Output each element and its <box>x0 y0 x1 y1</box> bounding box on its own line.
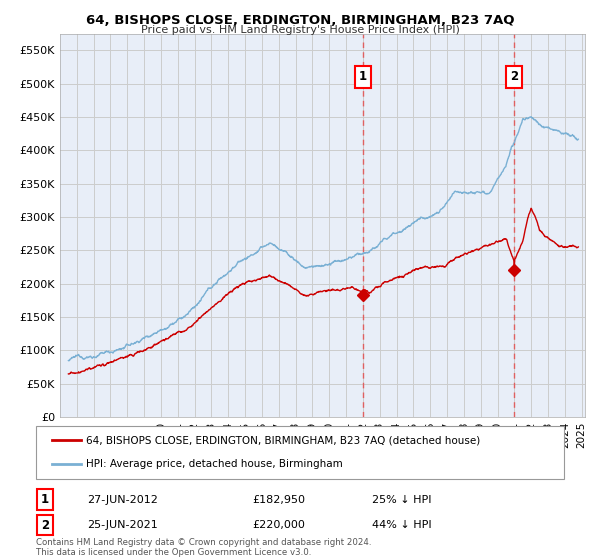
Text: 64, BISHOPS CLOSE, ERDINGTON, BIRMINGHAM, B23 7AQ (detached house): 64, BISHOPS CLOSE, ERDINGTON, BIRMINGHAM… <box>86 436 481 446</box>
Text: HPI: Average price, detached house, Birmingham: HPI: Average price, detached house, Birm… <box>86 459 343 469</box>
Text: 44% ↓ HPI: 44% ↓ HPI <box>372 520 431 530</box>
Text: 64, BISHOPS CLOSE, ERDINGTON, BIRMINGHAM, B23 7AQ: 64, BISHOPS CLOSE, ERDINGTON, BIRMINGHAM… <box>86 14 514 27</box>
Text: £182,950: £182,950 <box>252 494 305 505</box>
Text: 2: 2 <box>41 519 49 532</box>
Text: 25-JUN-2021: 25-JUN-2021 <box>87 520 158 530</box>
Text: 25% ↓ HPI: 25% ↓ HPI <box>372 494 431 505</box>
Text: Price paid vs. HM Land Registry's House Price Index (HPI): Price paid vs. HM Land Registry's House … <box>140 25 460 35</box>
Text: Contains HM Land Registry data © Crown copyright and database right 2024.
This d: Contains HM Land Registry data © Crown c… <box>36 538 371 557</box>
Text: 27-JUN-2012: 27-JUN-2012 <box>87 494 158 505</box>
Text: 2: 2 <box>510 71 518 83</box>
FancyBboxPatch shape <box>36 426 564 479</box>
Text: 1: 1 <box>359 71 367 83</box>
Text: £220,000: £220,000 <box>252 520 305 530</box>
Text: 1: 1 <box>41 493 49 506</box>
